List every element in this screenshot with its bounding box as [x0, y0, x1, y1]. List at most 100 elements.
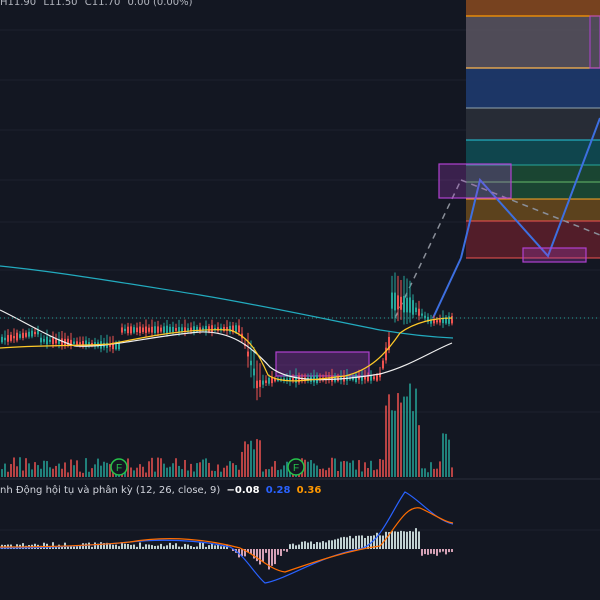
candle-body — [400, 296, 402, 310]
volume-bar — [232, 463, 234, 477]
candle-body — [7, 335, 9, 342]
macd-hist-bar — [196, 546, 198, 549]
candle-body — [13, 336, 15, 339]
macd-hist-bar — [244, 549, 246, 557]
candle-body — [43, 338, 45, 342]
volume-bar — [262, 471, 264, 477]
volume-bar — [43, 460, 45, 477]
macd-hist-bar — [445, 549, 447, 555]
volume-bar — [379, 459, 381, 477]
volume-bar — [214, 471, 216, 477]
volume-bar — [412, 411, 414, 477]
volume-bar — [166, 467, 168, 477]
macd-hist-bar — [400, 530, 402, 549]
macd-hist-bar — [316, 541, 318, 549]
volume-bar — [52, 468, 54, 477]
hist-value: 0.36 — [296, 485, 322, 496]
volume-bar — [349, 462, 351, 477]
volume-bar — [190, 463, 192, 477]
candle-body — [274, 378, 276, 382]
candle-body — [295, 376, 297, 383]
candle-body — [418, 308, 420, 316]
volume-bar — [145, 472, 147, 477]
macd-histogram — [1, 528, 453, 570]
candle-body — [406, 297, 408, 313]
macd-hist-bar — [388, 532, 390, 549]
macd-hist-bar — [118, 546, 120, 549]
candle-body — [4, 337, 6, 341]
macd-hist-bar — [91, 546, 93, 549]
moving-averages — [0, 265, 454, 382]
candle-body — [112, 342, 114, 350]
macd-value: −0.08 — [226, 485, 260, 496]
macd-hist-bar — [193, 546, 195, 549]
volume-bar — [388, 394, 390, 477]
candle-body — [376, 375, 378, 381]
volume-bar — [229, 461, 231, 477]
volume-bar — [268, 469, 270, 477]
candle-body — [163, 326, 165, 333]
candle-body — [115, 342, 117, 350]
volume-bar — [433, 468, 435, 477]
macd-hist-bar — [175, 543, 177, 549]
candle-body — [157, 326, 159, 333]
candle-body — [439, 319, 441, 323]
volume-bar — [304, 459, 306, 477]
macd-hist-bar — [271, 549, 273, 566]
candle-body — [214, 328, 216, 331]
macd-legend[interactable]: nh Động hội tụ và phân kỳ (12, 26, close… — [0, 485, 321, 496]
candle-body — [238, 325, 240, 333]
candle-body — [436, 320, 438, 323]
candle-body — [226, 326, 228, 331]
macd-hist-bar — [259, 549, 261, 565]
macd-hist-bar — [349, 535, 351, 549]
candle-body — [352, 376, 354, 381]
projection-lines[interactable] — [394, 117, 600, 319]
volume-bar — [451, 467, 453, 477]
macd-hist-bar — [367, 535, 369, 549]
consolidation-box[interactable] — [275, 351, 370, 377]
macd-hist-bar — [283, 549, 285, 551]
candle-body — [430, 320, 432, 324]
change-value: 0.00 (0.00%) — [127, 0, 193, 8]
volume-bar — [406, 396, 408, 477]
volume-bar — [157, 457, 159, 477]
candle-body — [22, 332, 24, 339]
volume-bar — [187, 470, 189, 477]
macd-hist-bar — [151, 545, 153, 549]
macd-hist-bar — [385, 531, 387, 549]
volume-bar — [271, 466, 273, 477]
volume-bar — [421, 468, 423, 477]
volume-bar — [58, 463, 60, 477]
candle-body — [328, 377, 330, 381]
candle-body — [289, 377, 291, 382]
fibonacci-zones[interactable] — [466, 0, 600, 259]
candle-body — [61, 338, 63, 346]
macd-hist-bar — [97, 543, 99, 549]
volume-bar — [40, 468, 42, 477]
macd-hist-bar — [247, 549, 249, 553]
macd-hist-bar — [358, 535, 360, 549]
volume-bar — [370, 460, 372, 477]
macd-hist-bar — [124, 543, 126, 549]
candle-body — [70, 339, 72, 346]
macd-hist-bar — [94, 542, 96, 549]
candle-body — [28, 331, 30, 337]
candle-body — [190, 327, 192, 332]
event-marker-2 — [287, 458, 305, 476]
candle-body — [217, 327, 219, 331]
candle-body — [133, 327, 135, 333]
candle-body — [145, 326, 147, 333]
volume-bar — [73, 465, 75, 477]
close-value: C11.70 — [84, 0, 121, 8]
macd-hist-bar — [61, 546, 63, 549]
event-markers[interactable]: F F — [110, 458, 305, 476]
candle-body — [154, 326, 156, 334]
macd-hist-bar — [139, 542, 141, 549]
macd-hist-bar — [268, 549, 270, 570]
volume-bar — [445, 433, 447, 477]
macd-hist-bar — [205, 546, 207, 549]
volume-bar — [442, 433, 444, 477]
candle-body — [259, 380, 261, 387]
